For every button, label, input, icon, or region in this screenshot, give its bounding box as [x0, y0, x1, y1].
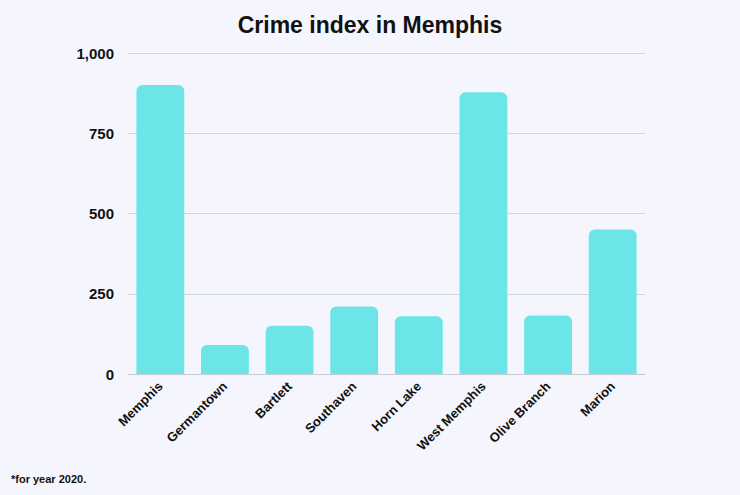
svg-text:Bartlett: Bartlett: [252, 378, 295, 421]
svg-text:Marion: Marion: [577, 379, 618, 420]
svg-text:Horn Lake: Horn Lake: [369, 379, 425, 435]
svg-text:Germantown: Germantown: [164, 379, 231, 446]
svg-text:500: 500: [89, 205, 114, 222]
svg-text:Crime index in Memphis: Crime index in Memphis: [238, 12, 503, 38]
svg-text:West Memphis: West Memphis: [414, 379, 489, 454]
svg-text:1,000: 1,000: [76, 45, 114, 62]
svg-text:*for year 2020.: *for year 2020.: [11, 473, 86, 485]
svg-text:Southaven: Southaven: [302, 379, 360, 437]
svg-text:250: 250: [89, 285, 114, 302]
svg-text:0: 0: [106, 366, 114, 383]
svg-text:Olive Branch: Olive Branch: [486, 379, 553, 446]
svg-text:750: 750: [89, 125, 114, 142]
svg-text:Memphis: Memphis: [115, 379, 165, 429]
